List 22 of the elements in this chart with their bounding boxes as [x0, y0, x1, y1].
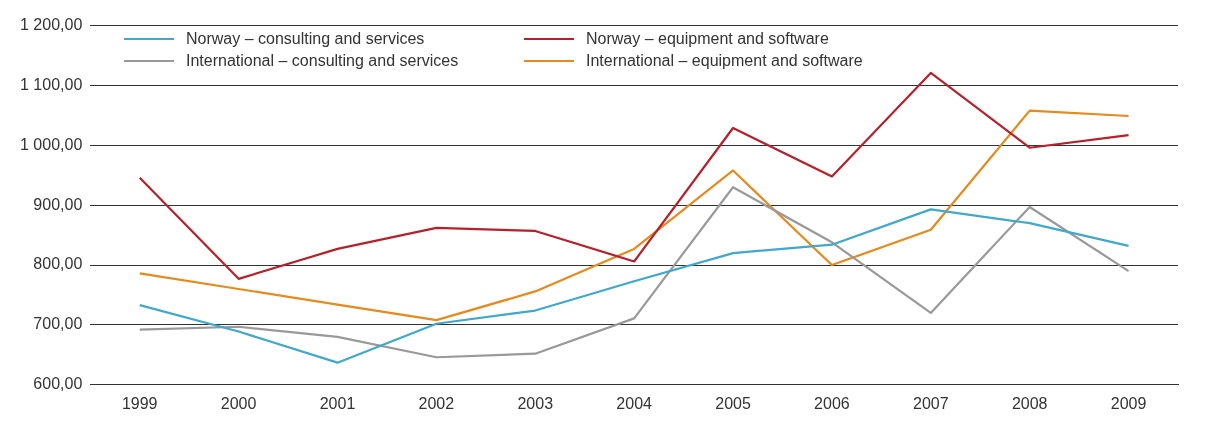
x-tick-label: 2004	[616, 394, 653, 412]
legend-label: Norway – consulting and services	[186, 30, 425, 48]
y-tick-label: 700,00	[33, 315, 83, 333]
x-tick-label: 2007	[912, 394, 949, 412]
y-tick-label: 1 000,00	[20, 135, 83, 153]
legend-label: Norway – equipment and software	[586, 30, 829, 48]
x-tick-label: 2005	[715, 394, 751, 412]
y-tick-label: 800,00	[33, 255, 83, 273]
x-tick-label: 2001	[319, 394, 356, 412]
x-tick-label: 2009	[1110, 394, 1147, 412]
x-tick-label: 2000	[220, 394, 257, 412]
x-tick-label: 2002	[418, 394, 455, 412]
y-tick-label: 1 100,00	[20, 75, 83, 93]
x-tick-label: 2008	[1011, 394, 1048, 412]
legend-label: International – equipment and software	[586, 52, 863, 70]
y-tick-label: 900,00	[33, 195, 83, 213]
y-tick-label: 1 200,00	[20, 16, 83, 34]
x-tick-label: 2003	[517, 394, 554, 412]
legend-label: International – consulting and services	[186, 52, 459, 70]
x-tick-label: 2006	[814, 394, 850, 412]
x-tick-label: 1999	[121, 394, 158, 412]
y-tick-label: 600,00	[33, 375, 83, 393]
